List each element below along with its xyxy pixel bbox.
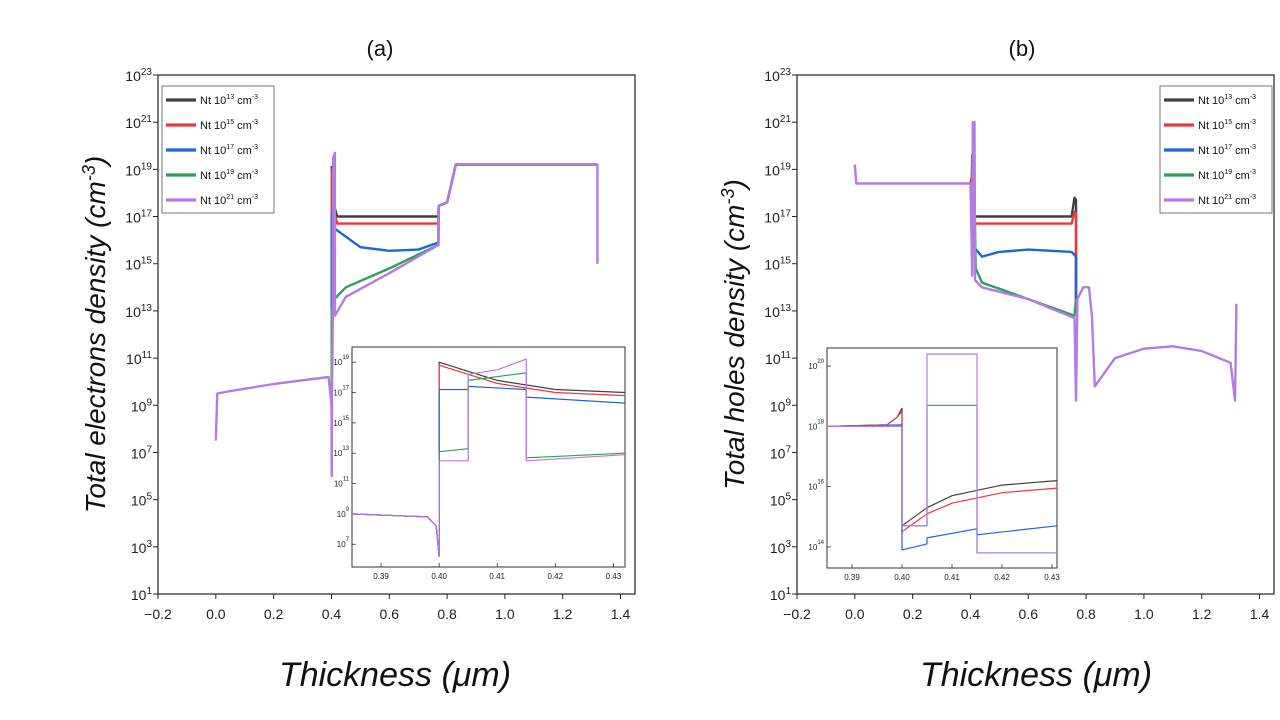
- x-tick-label: 0.6: [380, 606, 400, 622]
- y-tick-label: 1017: [125, 209, 152, 226]
- series-line-nt-21: [853, 120, 1238, 402]
- panel-label: (b): [1009, 36, 1036, 61]
- inset-x-tick-label: 0.43: [1044, 573, 1060, 582]
- inset-x-tick-label: 0.40: [431, 572, 447, 581]
- x-tick-label: 0.0: [845, 606, 865, 622]
- inset-y-tick-label: 1014: [808, 540, 824, 552]
- inset-x-tick-label: 0.40: [894, 573, 910, 582]
- y-tick-label: 1019: [125, 161, 152, 178]
- inset-series-line: [352, 358, 625, 558]
- y-tick-label: 103: [770, 539, 792, 556]
- y-tick-label: 109: [131, 397, 153, 414]
- y-tick-label: 103: [131, 539, 153, 556]
- inset-y-tick-label: 109: [337, 507, 350, 519]
- x-tick-label: 0.4: [322, 606, 342, 622]
- legend-entry: Nt 1013 cm-3: [1198, 94, 1256, 107]
- y-tick-label: 107: [131, 444, 153, 461]
- legend-box: [161, 85, 275, 214]
- inset-series-line: [827, 353, 1057, 554]
- inset-y-tick-label: 1015: [333, 416, 349, 428]
- y-tick-label: 1011: [765, 350, 791, 367]
- x-tick-label: 0.0: [206, 606, 226, 622]
- inset-x-tick-label: 0.39: [373, 572, 389, 581]
- y-tick-label: 1013: [764, 303, 791, 320]
- panel-b: (b) −0.2 0.0 0.2 0.4 0.6 0.8 1.0 1.2 1.4 101 103 105…: [718, 36, 1275, 694]
- y-tick-label: 1021: [125, 114, 152, 131]
- y-tick-label: 1015: [125, 256, 152, 273]
- y-tick-label: 1017: [764, 209, 791, 226]
- y-tick-label: 105: [131, 492, 153, 509]
- legend-entry: Nt 1017 cm-3: [200, 144, 258, 157]
- inset-y-tick-label: 1020: [808, 359, 824, 371]
- y-tick-label: 109: [770, 397, 792, 414]
- inset-x-tick-label: 0.43: [606, 572, 622, 581]
- y-axis-label: Total holes density (cm-3): [718, 179, 750, 490]
- y-tick-label: 1011: [126, 350, 152, 367]
- inset-x-tick-label: 0.42: [548, 572, 564, 581]
- legend-entry: Nt 1019 cm-3: [1198, 169, 1256, 182]
- inset-frame: [826, 347, 1058, 569]
- series-line-nt-19: [969, 156, 1078, 317]
- inset-x-tick-label: 0.39: [844, 573, 860, 582]
- y-tick-label: 1023: [125, 67, 152, 84]
- inset-y-tick-label: 1013: [333, 446, 349, 458]
- y-tick-label: 1015: [764, 256, 791, 273]
- legend-entry: Nt 1015 cm-3: [1198, 119, 1256, 132]
- legend-entry: Nt 1017 cm-3: [1198, 144, 1256, 157]
- x-tick-label: 1.2: [553, 606, 573, 622]
- x-tick-label: 0.2: [264, 606, 284, 622]
- series-line-nt-21: [214, 151, 599, 478]
- inset-y-tick-label: 1016: [808, 480, 824, 492]
- x-tick-label: 0.8: [437, 606, 457, 622]
- y-tick-label: 1019: [764, 161, 791, 178]
- y-tick-label: 1013: [125, 303, 152, 320]
- y-tick-label: 1023: [764, 67, 791, 84]
- y-tick-label: 107: [770, 444, 792, 461]
- legend-entry: Nt 1015 cm-3: [200, 119, 258, 132]
- legend-entry: Nt 1021 cm-3: [200, 194, 258, 207]
- series-line-nt-13: [969, 153, 1078, 300]
- x-tick-label: 1.2: [1192, 606, 1212, 622]
- x-tick-label: 0.6: [1019, 606, 1039, 622]
- legend-box: [1159, 85, 1273, 214]
- x-tick-label: −0.2: [783, 606, 811, 622]
- y-tick-label: 101: [770, 586, 792, 603]
- legend-entry: Nt 1021 cm-3: [1198, 194, 1256, 207]
- inset-y-tick-label: 1017: [333, 386, 349, 398]
- y-tick-label: 1021: [764, 114, 791, 131]
- y-tick-label: 101: [131, 586, 153, 603]
- inset-y-tick-label: 1018: [808, 419, 824, 431]
- inset-x-tick-label: 0.42: [994, 573, 1010, 582]
- x-axis-label: Thickness (μm): [920, 656, 1152, 694]
- x-tick-label: 1.4: [1250, 606, 1270, 622]
- x-tick-label: 1.0: [495, 606, 515, 622]
- series-line-nt-17: [969, 182, 1078, 300]
- inset-y-tick-label: 1019: [333, 355, 349, 367]
- y-tick-label: 105: [770, 492, 792, 509]
- panel-a: (a) −0.2 0.0 0.2 0.4 0.6 0.8 1.0 1.2 1.4 101 103 105…: [79, 36, 636, 694]
- panel-label: (a): [367, 36, 394, 61]
- legend-entry: Nt 1019 cm-3: [200, 169, 258, 182]
- inset-y-tick-label: 107: [337, 537, 350, 549]
- inset-y-tick-label: 1011: [334, 477, 350, 489]
- legend-entry: Nt 1013 cm-3: [200, 94, 258, 107]
- inset-x-tick-label: 0.41: [944, 573, 960, 582]
- x-tick-label: 0.8: [1076, 606, 1096, 622]
- x-tick-label: 0.2: [903, 606, 923, 622]
- inset-x-tick-label: 0.41: [489, 572, 505, 581]
- x-tick-label: −0.2: [144, 606, 172, 622]
- x-tick-label: 0.4: [961, 606, 981, 622]
- y-axis-label: Total electrons density (cm-3): [79, 156, 111, 513]
- series-line-nt-15: [969, 161, 1078, 300]
- x-tick-label: 1.4: [611, 606, 631, 622]
- x-tick-label: 1.0: [1134, 606, 1154, 622]
- plot-frame: [796, 74, 1275, 595]
- plot-frame: [157, 74, 636, 595]
- x-axis-label: Thickness (μm): [279, 656, 511, 694]
